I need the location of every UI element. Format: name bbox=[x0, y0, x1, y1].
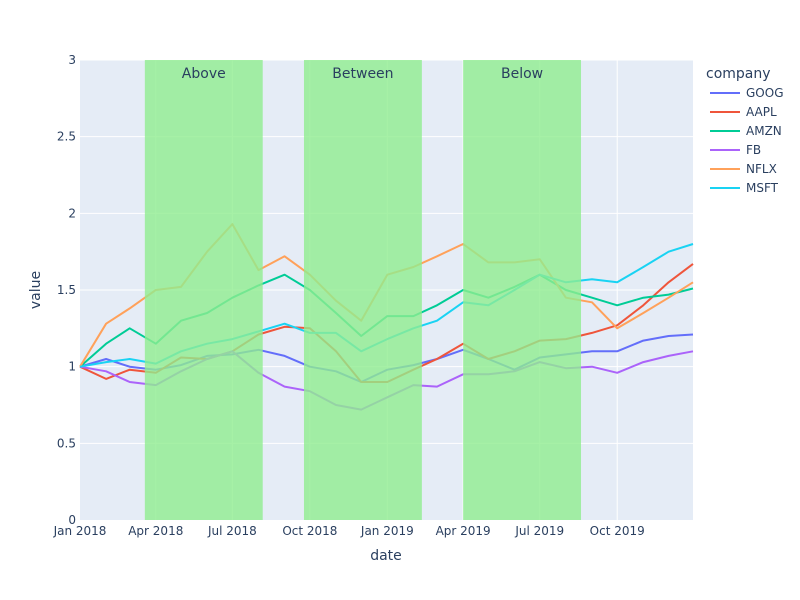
y-axis: 0 0.5 1 1.5 2 2.5 3 bbox=[57, 53, 76, 527]
y-tick-label: 2.5 bbox=[57, 130, 76, 144]
band-layer bbox=[144, 60, 582, 520]
legend-item-msft[interactable]: MSFT bbox=[710, 181, 779, 195]
x-tick-label: Oct 2018 bbox=[282, 524, 337, 538]
y-tick-label: 3 bbox=[68, 53, 76, 67]
legend-item-fb[interactable]: FB bbox=[710, 143, 761, 157]
legend-item-goog[interactable]: GOOG bbox=[710, 86, 784, 100]
x-tick-label: Apr 2018 bbox=[128, 524, 183, 538]
x-tick-label: Apr 2019 bbox=[436, 524, 491, 538]
y-tick-label: 0.5 bbox=[57, 436, 76, 450]
legend-item-nflx[interactable]: NFLX bbox=[710, 162, 777, 176]
shaded-band bbox=[463, 60, 582, 520]
x-axis-title: date bbox=[370, 548, 402, 564]
y-tick-label: 1 bbox=[68, 360, 76, 374]
band-label: Below bbox=[501, 66, 543, 82]
legend-item-amzn[interactable]: AMZN bbox=[710, 124, 782, 138]
legend-title: company bbox=[706, 66, 771, 82]
y-tick-label: 2 bbox=[68, 206, 76, 220]
x-tick-label: Jul 2019 bbox=[514, 524, 564, 538]
shaded-band bbox=[144, 60, 263, 520]
legend-item-aapl[interactable]: AAPL bbox=[710, 105, 777, 119]
legend-label: AMZN bbox=[746, 124, 782, 138]
x-tick-label: Jan 2018 bbox=[53, 524, 107, 538]
band-label: Above bbox=[182, 66, 226, 82]
shaded-band bbox=[303, 60, 422, 520]
legend-label: GOOG bbox=[746, 86, 784, 100]
x-tick-label: Jul 2018 bbox=[207, 524, 257, 538]
y-tick-label: 1.5 bbox=[57, 283, 76, 297]
x-tick-label: Jan 2019 bbox=[360, 524, 414, 538]
y-tick-label: 0 bbox=[68, 513, 76, 527]
legend-label: NFLX bbox=[746, 162, 777, 176]
legend: company GOOG AAPL AMZN FB NFLX MSFT bbox=[706, 66, 784, 195]
band-label: Between bbox=[332, 66, 393, 82]
legend-label: FB bbox=[746, 143, 761, 157]
legend-label: MSFT bbox=[746, 181, 779, 195]
band-labels: Above Between Below bbox=[182, 66, 543, 82]
y-axis-title: value bbox=[28, 271, 44, 309]
x-tick-label: Oct 2019 bbox=[590, 524, 645, 538]
legend-label: AAPL bbox=[746, 105, 777, 119]
x-axis: Jan 2018 Apr 2018 Jul 2018 Oct 2018 Jan 2019… bbox=[53, 524, 645, 538]
